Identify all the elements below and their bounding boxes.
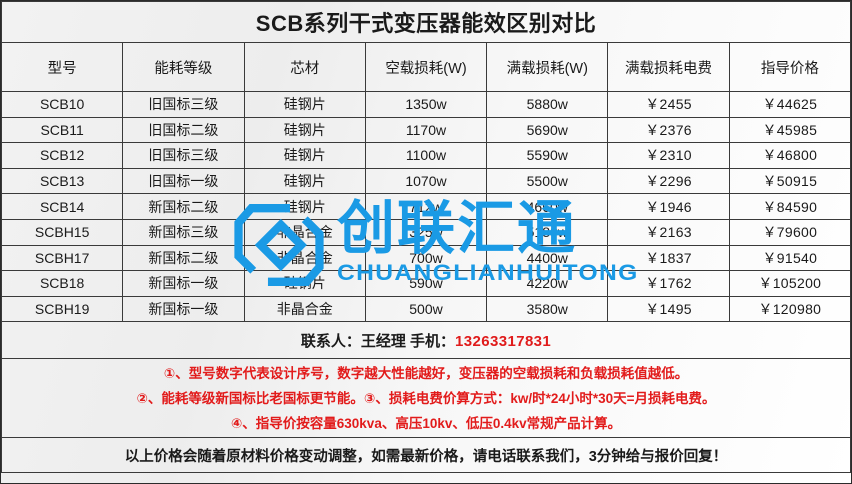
cell-no-load-loss: 700w xyxy=(364,244,488,272)
cell-loss-fee: ￥2455 xyxy=(607,91,730,118)
cell-energy-grade: 旧国标二级 xyxy=(122,116,245,144)
cell-full-load-loss: 5180w xyxy=(486,218,609,246)
cell-full-load-loss: 5690w xyxy=(486,116,609,144)
cell-energy-grade: 旧国标三级 xyxy=(122,91,245,118)
cell-model: SCBH17 xyxy=(0,244,124,272)
cell-guide-price: ￥50915 xyxy=(728,167,852,195)
table-row: SCBH19 新国标一级 非晶合金 500w 3580w ￥1495 ￥1209… xyxy=(0,295,852,323)
table-row: SCBH17 新国标二级 非晶合金 700w 4400w ￥1837 ￥9154… xyxy=(0,244,852,272)
cell-core-material: 硅钢片 xyxy=(243,116,366,144)
page-title: SCB系列干式变压器能效区别对比 xyxy=(1,1,851,43)
cell-full-load-loss: 5500w xyxy=(486,167,609,195)
table-row: SCB14 新国标二级 硅钢片 712w 4660w ￥1946 ￥84590 xyxy=(0,193,852,220)
column-header-model: 型号 xyxy=(0,42,124,92)
cell-energy-grade: 新国标一级 xyxy=(122,295,245,323)
notes-row: ①、型号数字代表设计序号，数字越大性能越好，变压器的空载损耗和负载损耗值越低。 … xyxy=(1,358,851,439)
cell-no-load-loss: 500w xyxy=(364,295,488,323)
note-item-3: ④、指导价按容量630kva、高压10kv、低压0.4kv常规产品计算。 xyxy=(230,415,622,431)
cell-loss-fee: ￥2310 xyxy=(607,142,730,169)
cell-model: SCB11 xyxy=(0,116,124,144)
cell-loss-fee: ￥2376 xyxy=(607,116,730,144)
cell-core-material: 硅钢片 xyxy=(243,270,366,297)
table-row: SCB12 旧国标三级 硅钢片 1100w 5590w ￥2310 ￥46800 xyxy=(0,142,852,169)
cell-loss-fee: ￥1837 xyxy=(607,244,730,272)
cell-model: SCB14 xyxy=(0,193,124,220)
cell-no-load-loss: 590w xyxy=(364,270,488,297)
footer-row: 以上价格会随着原材料价格变动调整，如需最新价格，请电话联系我们，3分钟给与报价回… xyxy=(1,437,851,474)
note-item-1: ①、型号数字代表设计序号，数字越大性能越好，变压器的空载损耗和负载损耗值越低。 xyxy=(163,365,689,381)
cell-guide-price: ￥120980 xyxy=(728,295,852,323)
cell-loss-fee: ￥1946 xyxy=(607,193,730,220)
cell-guide-price: ￥105200 xyxy=(728,270,852,297)
cell-core-material: 非晶合金 xyxy=(243,244,366,272)
table-row: SCB13 旧国标一级 硅钢片 1070w 5500w ￥2296 ￥50915 xyxy=(0,167,852,195)
cell-energy-grade: 新国标一级 xyxy=(122,270,245,297)
cell-no-load-loss: 325w xyxy=(364,218,488,246)
column-header-loss-fee: 满载损耗电费 xyxy=(607,42,730,92)
cell-model: SCBH19 xyxy=(0,295,124,323)
cell-full-load-loss: 4660w xyxy=(486,193,609,220)
table-row: SCBH15 新国标三级 非晶合金 325w 5180w ￥2163 ￥7960… xyxy=(0,218,852,246)
contact-phone[interactable]: 13263317831 xyxy=(455,332,552,350)
cell-energy-grade: 新国标三级 xyxy=(122,218,245,246)
contact-label: 联系人：王经理 手机： xyxy=(300,332,455,350)
cell-no-load-loss: 1170w xyxy=(364,116,488,144)
cell-guide-price: ￥79600 xyxy=(728,218,852,246)
cell-full-load-loss: 4220w xyxy=(486,270,609,297)
cell-guide-price: ￥44625 xyxy=(728,91,852,118)
column-header-no-load-loss: 空载损耗(W) xyxy=(364,42,488,92)
cell-loss-fee: ￥2163 xyxy=(607,218,730,246)
cell-guide-price: ￥45985 xyxy=(728,116,852,144)
cell-core-material: 硅钢片 xyxy=(243,167,366,195)
cell-loss-fee: ￥1762 xyxy=(607,270,730,297)
cell-guide-price: ￥91540 xyxy=(728,244,852,272)
cell-model: SCB13 xyxy=(0,167,124,195)
cell-model: SCB18 xyxy=(0,270,124,297)
footer-note: 以上价格会随着原材料价格变动调整，如需最新价格，请电话联系我们，3分钟给与报价回… xyxy=(1,437,851,474)
cell-no-load-loss: 712w xyxy=(364,193,488,220)
cell-energy-grade: 新国标二级 xyxy=(122,193,245,220)
cell-model: SCB10 xyxy=(0,91,124,118)
cell-loss-fee: ￥1495 xyxy=(607,295,730,323)
cell-full-load-loss: 5590w xyxy=(486,142,609,169)
column-header-core-material: 芯材 xyxy=(243,42,366,92)
note-item-2: ②、能耗等级新国标比老国标更节能。③、损耗电费价算方式：kw/时*24小时*30… xyxy=(136,390,716,406)
cell-core-material: 硅钢片 xyxy=(243,142,366,169)
cell-guide-price: ￥84590 xyxy=(728,193,852,220)
cell-model: SCBH15 xyxy=(0,218,124,246)
notes-cell: ①、型号数字代表设计序号，数字越大性能越好，变压器的空载损耗和负载损耗值越低。 … xyxy=(1,358,851,439)
cell-core-material: 硅钢片 xyxy=(243,193,366,220)
table-header-row: 型号 能耗等级 芯材 空载损耗(W) 满载损耗(W) 满载损耗电费 指导价格 xyxy=(0,42,852,92)
contact-cell: 联系人：王经理 手机：13263317831 xyxy=(1,321,851,360)
cell-core-material: 非晶合金 xyxy=(243,218,366,246)
cell-no-load-loss: 1350w xyxy=(364,91,488,118)
cell-full-load-loss: 3580w xyxy=(486,295,609,323)
cell-no-load-loss: 1070w xyxy=(364,167,488,195)
column-header-guide-price: 指导价格 xyxy=(728,42,852,92)
title-row: SCB系列干式变压器能效区别对比 xyxy=(1,1,851,43)
column-header-energy-grade: 能耗等级 xyxy=(122,42,245,92)
cell-loss-fee: ￥2296 xyxy=(607,167,730,195)
cell-no-load-loss: 1100w xyxy=(364,142,488,169)
table-body: SCB系列干式变压器能效区别对比 型号 能耗等级 芯材 空载损耗(W) 满载损耗… xyxy=(0,1,852,474)
table-row: SCB11 旧国标二级 硅钢片 1170w 5690w ￥2376 ￥45985 xyxy=(0,116,852,144)
cell-energy-grade: 新国标二级 xyxy=(122,244,245,272)
cell-guide-price: ￥46800 xyxy=(728,142,852,169)
contact-row: 联系人：王经理 手机：13263317831 xyxy=(1,321,851,360)
table-row: SCB10 旧国标三级 硅钢片 1350w 5880w ￥2455 ￥44625 xyxy=(0,91,852,118)
cell-full-load-loss: 4400w xyxy=(486,244,609,272)
cell-energy-grade: 旧国标三级 xyxy=(122,142,245,169)
column-header-full-load-loss: 满载损耗(W) xyxy=(486,42,609,92)
cell-model: SCB12 xyxy=(0,142,124,169)
cell-full-load-loss: 5880w xyxy=(486,91,609,118)
table-row: SCB18 新国标一级 硅钢片 590w 4220w ￥1762 ￥105200 xyxy=(0,270,852,297)
transformer-efficiency-table: SCB系列干式变压器能效区别对比 型号 能耗等级 芯材 空载损耗(W) 满载损耗… xyxy=(0,1,852,474)
cell-core-material: 硅钢片 xyxy=(243,91,366,118)
cell-core-material: 非晶合金 xyxy=(243,295,366,323)
cell-energy-grade: 旧国标一级 xyxy=(122,167,245,195)
